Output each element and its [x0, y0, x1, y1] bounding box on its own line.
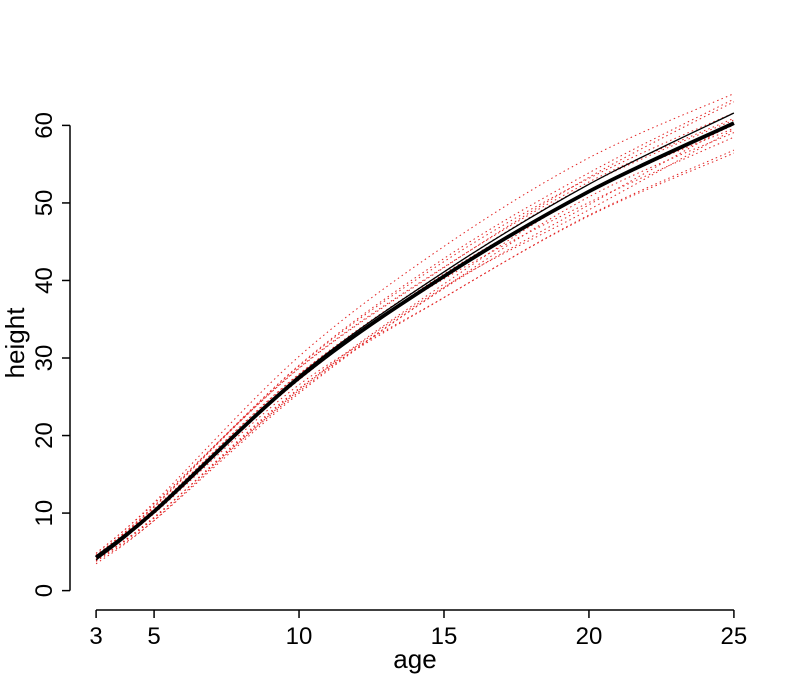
x-tick-label: 20 [576, 623, 603, 650]
series-mean-curve [94, 121, 735, 559]
series-individual-3 [95, 93, 735, 554]
series-individual-7 [95, 124, 735, 558]
series-individual-2 [95, 98, 735, 556]
x-tick-label: 15 [431, 623, 458, 650]
x-axis: 3 5 10 15 20 25 [89, 609, 748, 650]
x-tick-label: 5 [147, 623, 160, 650]
series-individual-10 [95, 112, 735, 558]
series-individual-13 [95, 152, 735, 561]
y-tick-label: 0 [31, 584, 58, 597]
y-tick-label: 50 [31, 190, 58, 217]
series-individual-11 [95, 136, 735, 558]
x-tick-label: 10 [286, 623, 313, 650]
series-individual-9 [95, 122, 735, 562]
y-tick-label: 40 [31, 267, 58, 294]
plot-series [94, 93, 735, 565]
y-tick-label: 30 [31, 345, 58, 372]
series-individual-14 [95, 128, 735, 565]
y-axis: 0 10 20 30 40 50 60 [31, 112, 71, 597]
series-individual-12 [95, 149, 735, 560]
x-axis-label: age [393, 644, 436, 674]
series-individual-5 [95, 101, 735, 554]
y-tick-label: 10 [31, 500, 58, 527]
y-axis-label: height [0, 307, 30, 379]
series-fit-curve [95, 112, 735, 561]
y-tick-label: 60 [31, 112, 58, 139]
x-tick-label: 3 [89, 623, 102, 650]
series-individual-4 [95, 132, 735, 561]
series-individual-8 [95, 119, 735, 556]
y-tick-label: 20 [31, 422, 58, 449]
x-tick-label: 25 [721, 623, 748, 650]
series-individual-1 [95, 117, 735, 556]
